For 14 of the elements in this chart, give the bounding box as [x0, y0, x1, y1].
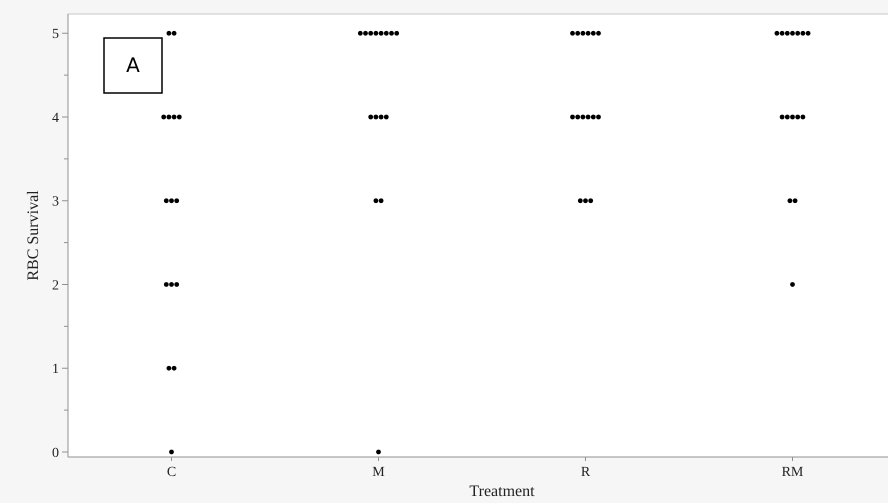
x-tick-label: RM	[782, 465, 804, 480]
y-tick-label: 5	[52, 27, 59, 42]
label-box: A	[103, 37, 163, 94]
y-tick-label: 1	[52, 362, 59, 378]
y-tick-label: 2	[52, 278, 59, 294]
x-axis-title: Treatment	[469, 483, 536, 500]
x-tick-label: R	[580, 465, 591, 480]
y-tick-label: 0	[52, 446, 59, 461]
y-tick-label: 3	[52, 194, 59, 210]
y-axis-title: RBC Survival	[25, 190, 42, 281]
x-tick-label: M	[372, 465, 386, 480]
x-tick-label: C	[166, 465, 176, 480]
annotation: A	[126, 53, 140, 77]
y-tick-label: 4	[52, 110, 59, 126]
